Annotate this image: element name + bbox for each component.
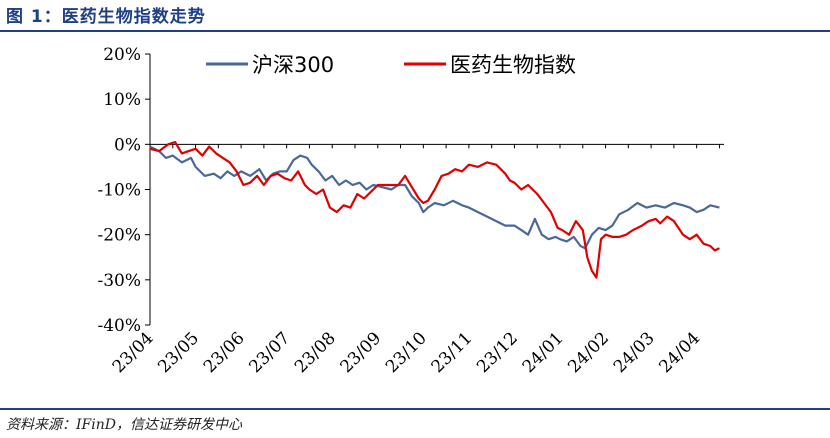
y-tick-label: 10% <box>103 90 141 110</box>
series-line <box>149 141 720 279</box>
x-tick-label: 23/05 <box>154 328 203 377</box>
x-tick-label: 24/02 <box>564 328 613 377</box>
y-tick-label: -10% <box>97 181 141 201</box>
chart-axes: 20%10%0%-10%-20%-30%-40%23/0423/0523/062… <box>97 45 724 377</box>
x-tick-label: 24/03 <box>610 328 659 377</box>
x-tick-label: 23/10 <box>382 328 431 377</box>
y-tick-label: -40% <box>97 316 141 336</box>
figure-source: 资料来源：IFinD，信达证券研发中心 <box>6 417 242 433</box>
figure-title: 图 1：医药生物指数走势 <box>6 7 206 27</box>
source-rule <box>0 408 830 410</box>
legend-label: 医药生物指数 <box>450 53 576 77</box>
legend-label: 沪深300 <box>252 53 334 77</box>
y-tick-label: -20% <box>97 226 141 246</box>
x-tick-label: 24/01 <box>519 328 568 377</box>
chart-series <box>149 141 720 279</box>
series-line <box>149 145 720 250</box>
x-tick-label: 23/07 <box>245 328 294 377</box>
y-tick-label: 0% <box>114 135 141 155</box>
x-tick-label: 23/12 <box>473 328 522 377</box>
line-chart: 20%10%0%-10%-20%-30%-40%23/0423/0523/062… <box>97 45 724 377</box>
x-tick-label: 24/04 <box>655 328 704 377</box>
x-tick-label: 23/06 <box>200 328 249 377</box>
x-tick-label: 23/08 <box>291 328 340 377</box>
y-tick-label: 20% <box>103 45 141 65</box>
y-tick-label: -30% <box>97 271 141 291</box>
title-rule <box>0 30 830 32</box>
chart-legend: 沪深300 医药生物指数 <box>206 53 576 77</box>
x-tick-label: 23/09 <box>337 328 386 377</box>
x-tick-label: 23/11 <box>428 328 477 377</box>
